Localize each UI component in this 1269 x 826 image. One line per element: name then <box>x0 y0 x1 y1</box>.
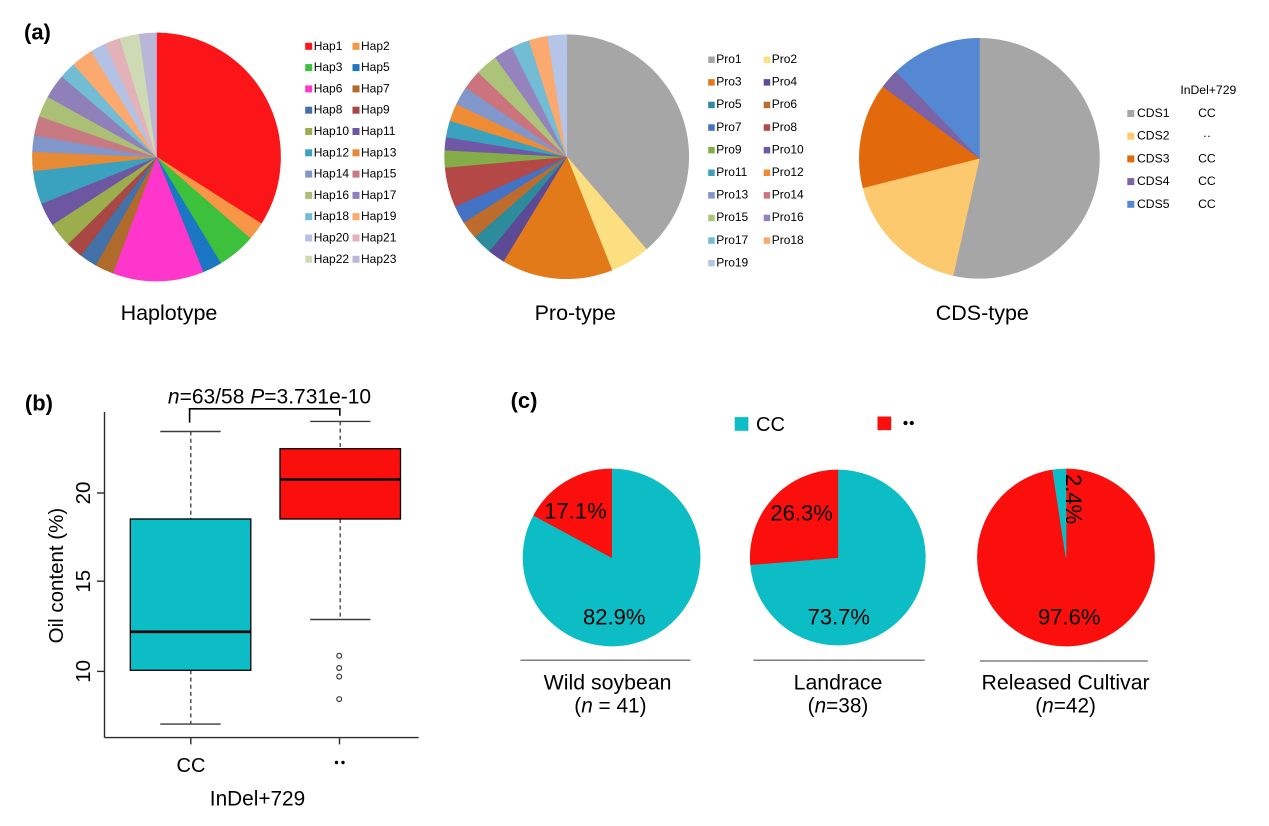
svg-text:Pro9: Pro9 <box>716 142 742 156</box>
svg-text:InDel+729: InDel+729 <box>210 787 305 810</box>
svg-text:Pro-type: Pro-type <box>535 301 616 325</box>
svg-text:CC: CC <box>1198 174 1216 188</box>
svg-text:10: 10 <box>72 660 95 683</box>
svg-text:82.9%: 82.9% <box>583 605 645 630</box>
svg-text:Hap17: Hap17 <box>361 188 397 202</box>
svg-text:Hap22: Hap22 <box>314 252 350 266</box>
svg-text:(b): (b) <box>25 391 53 416</box>
svg-text:CC: CC <box>177 755 206 777</box>
svg-text:(a): (a) <box>24 20 51 45</box>
svg-text:Hap8: Hap8 <box>314 103 343 117</box>
svg-text:Pro17: Pro17 <box>716 233 748 247</box>
svg-text:Pro19: Pro19 <box>716 255 748 269</box>
svg-text:Hap12: Hap12 <box>314 145 350 159</box>
svg-text:Hap6: Hap6 <box>314 81 343 95</box>
svg-text:Hap5: Hap5 <box>361 60 390 74</box>
svg-text:Pro11: Pro11 <box>716 165 747 179</box>
svg-text:Pro7: Pro7 <box>716 120 742 134</box>
svg-text:n=63/58 P=3.731e-10: n=63/58 P=3.731e-10 <box>168 386 371 409</box>
svg-text:Hap3: Hap3 <box>314 60 343 74</box>
svg-text:Hap11: Hap11 <box>361 124 396 138</box>
svg-text:CDS5: CDS5 <box>1137 197 1170 211</box>
svg-text:Hap10: Hap10 <box>314 124 350 138</box>
svg-text:(n = 41): (n = 41) <box>574 694 646 717</box>
svg-text:CC: CC <box>1198 151 1216 165</box>
svg-text:Hap7: Hap7 <box>361 81 390 95</box>
svg-text:InDel+729: InDel+729 <box>1180 83 1236 97</box>
svg-text:(c): (c) <box>511 388 538 413</box>
svg-text:Hap14: Hap14 <box>314 167 350 181</box>
svg-text:(n=42): (n=42) <box>1035 694 1096 717</box>
svg-text:Hap2: Hap2 <box>361 39 390 53</box>
svg-text:··: ·· <box>1203 129 1211 143</box>
svg-text:Pro10: Pro10 <box>772 142 804 156</box>
svg-text:CC: CC <box>1198 106 1216 120</box>
svg-text:Pro18: Pro18 <box>772 233 804 247</box>
svg-text:CDS1: CDS1 <box>1137 106 1170 120</box>
svg-text:Oil content (%): Oil content (%) <box>45 508 68 644</box>
svg-text:Hap23: Hap23 <box>361 252 397 266</box>
svg-text:Pro6: Pro6 <box>772 97 798 111</box>
svg-text:17.1%: 17.1% <box>544 499 606 524</box>
svg-text:Pro13: Pro13 <box>716 188 748 202</box>
svg-text:CC: CC <box>756 414 785 436</box>
svg-text:Pro2: Pro2 <box>772 52 798 66</box>
svg-text:(n=38): (n=38) <box>808 694 869 717</box>
svg-text:CDS3: CDS3 <box>1137 151 1170 165</box>
svg-text:Hap9: Hap9 <box>361 103 390 117</box>
svg-text:Pro15: Pro15 <box>716 210 748 224</box>
svg-text:Hap21: Hap21 <box>361 231 397 245</box>
svg-text:Landrace: Landrace <box>794 671 883 695</box>
svg-text:Hap1: Hap1 <box>314 39 343 53</box>
svg-text:2.4%: 2.4% <box>1061 474 1086 524</box>
svg-text:Pro8: Pro8 <box>772 120 798 134</box>
svg-text:CC: CC <box>1198 197 1216 211</box>
svg-text:73.7%: 73.7% <box>808 605 870 630</box>
svg-text:Hap19: Hap19 <box>361 209 397 223</box>
svg-text:Hap15: Hap15 <box>361 167 397 181</box>
svg-text:97.6%: 97.6% <box>1038 605 1100 630</box>
svg-text:CDS4: CDS4 <box>1137 174 1170 188</box>
svg-text:Pro3: Pro3 <box>716 75 742 89</box>
svg-text:Released Cultivar: Released Cultivar <box>982 671 1150 695</box>
svg-text:Hap18: Hap18 <box>314 209 350 223</box>
svg-text:CDS-type: CDS-type <box>936 301 1029 325</box>
svg-text:Hap13: Hap13 <box>361 145 397 159</box>
svg-text:Pro16: Pro16 <box>772 210 804 224</box>
svg-text:Wild soybean: Wild soybean <box>544 671 672 695</box>
svg-text:Pro14: Pro14 <box>772 188 804 202</box>
svg-text:20: 20 <box>72 482 95 505</box>
svg-text:CDS2: CDS2 <box>1137 129 1170 143</box>
svg-text:Pro5: Pro5 <box>716 97 742 111</box>
svg-text:Haplotype: Haplotype <box>121 301 218 325</box>
svg-text:Pro4: Pro4 <box>772 75 798 89</box>
svg-text:Hap20: Hap20 <box>314 231 350 245</box>
svg-text:Pro12: Pro12 <box>772 165 804 179</box>
svg-text:15: 15 <box>72 570 95 593</box>
svg-text:Hap16: Hap16 <box>314 188 350 202</box>
svg-text:26.3%: 26.3% <box>770 501 832 526</box>
svg-text:Pro1: Pro1 <box>716 52 742 66</box>
